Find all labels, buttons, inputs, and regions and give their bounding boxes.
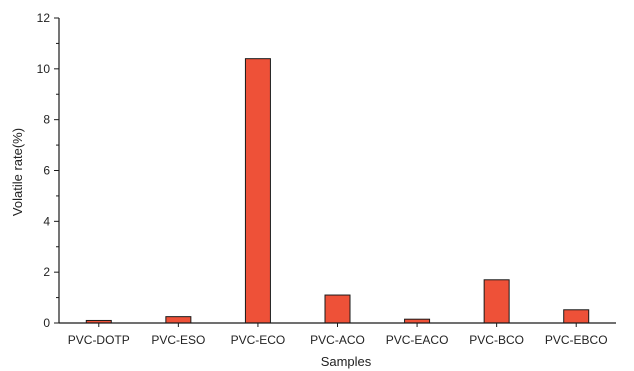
y-ticks-group: 0 2 4 6 8 10 12 [37,11,59,330]
bars-group [85,58,590,324]
y-tick-label: 6 [43,164,50,178]
x-tick-label: PVC-ACO [310,333,365,347]
x-ticks-group: PVC-DOTP PVC-ESO PVC-ECO PVC-ACO PVC-EACO PVC… [68,323,608,347]
axes-group [58,18,616,324]
y-tick-label: 2 [43,265,50,279]
x-tick-label: PVC-DOTP [68,333,130,347]
bar-pvc-aco [324,294,351,324]
bar-pvc-eco [244,58,271,324]
x-tick-label: PVC-ESO [151,333,205,347]
x-tick-label: PVC-EBCO [545,333,608,347]
x-tick-label: PVC-ECO [231,333,286,347]
bar-pvc-ebco [563,309,590,324]
y-tick-label: 10 [37,62,51,76]
y-tick-label: 0 [43,316,50,330]
y-tick-label: 12 [37,11,51,25]
y-axis-title: Volatile rate(%) [10,128,25,216]
x-tick-label: PVC-BCO [469,333,524,347]
y-tick-label: 8 [43,113,50,127]
x-tick-label: PVC-EACO [386,333,449,347]
bar-pvc-eso [165,316,192,324]
y-tick-label: 4 [43,214,50,228]
bar-pvc-bco [483,279,510,324]
x-axis-title: Samples [321,354,372,369]
